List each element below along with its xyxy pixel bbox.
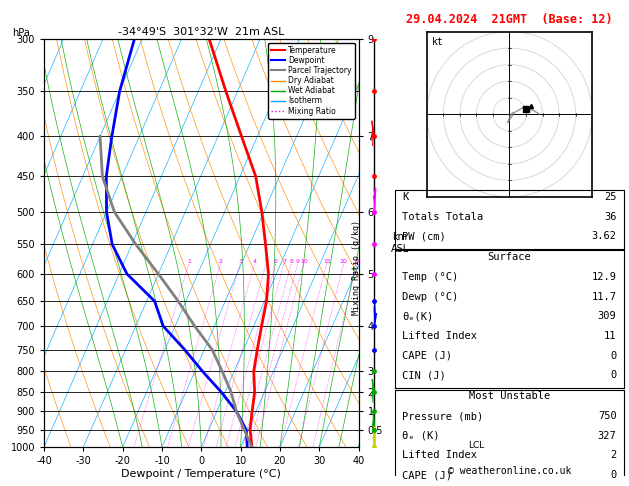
Title: -34°49'S  301°32'W  21m ASL: -34°49'S 301°32'W 21m ASL — [118, 27, 284, 37]
Text: Mixing Ratio (g/kg): Mixing Ratio (g/kg) — [352, 220, 362, 315]
Text: Pressure (mb): Pressure (mb) — [403, 411, 484, 421]
Text: 0: 0 — [610, 351, 616, 361]
Y-axis label: km
ASL: km ASL — [391, 232, 409, 254]
Text: 11: 11 — [604, 331, 616, 341]
Text: 25: 25 — [353, 259, 361, 264]
Text: 3: 3 — [238, 259, 243, 264]
Text: K: K — [403, 192, 409, 202]
Text: 25: 25 — [604, 192, 616, 202]
Text: 7: 7 — [282, 259, 286, 264]
Text: 20: 20 — [340, 259, 348, 264]
Text: Surface: Surface — [487, 252, 532, 262]
Text: 2: 2 — [610, 451, 616, 461]
Text: CIN (J): CIN (J) — [403, 370, 446, 381]
Text: 15: 15 — [323, 259, 331, 264]
Text: 3.62: 3.62 — [591, 231, 616, 241]
Text: 309: 309 — [598, 312, 616, 321]
Text: 750: 750 — [598, 411, 616, 421]
Text: 6: 6 — [274, 259, 278, 264]
Text: 12.9: 12.9 — [591, 272, 616, 282]
Text: 8: 8 — [289, 259, 294, 264]
Text: 29.04.2024  21GMT  (Base: 12): 29.04.2024 21GMT (Base: 12) — [406, 13, 613, 26]
Text: 0: 0 — [610, 470, 616, 480]
Text: 36: 36 — [604, 211, 616, 222]
Text: CAPE (J): CAPE (J) — [403, 470, 452, 480]
Text: 11.7: 11.7 — [591, 292, 616, 302]
Text: Lifted Index: Lifted Index — [403, 451, 477, 461]
Text: 9: 9 — [296, 259, 300, 264]
Text: Totals Totala: Totals Totala — [403, 211, 484, 222]
Text: hPa: hPa — [13, 28, 30, 38]
Text: Lifted Index: Lifted Index — [403, 331, 477, 341]
Text: 2: 2 — [219, 259, 223, 264]
Text: θₑ(K): θₑ(K) — [403, 312, 433, 321]
Text: © weatheronline.co.uk: © weatheronline.co.uk — [448, 466, 571, 476]
Text: PW (cm): PW (cm) — [403, 231, 446, 241]
Text: Temp (°C): Temp (°C) — [403, 272, 459, 282]
X-axis label: Dewpoint / Temperature (°C): Dewpoint / Temperature (°C) — [121, 469, 281, 479]
Text: θₑ (K): θₑ (K) — [403, 431, 440, 441]
Legend: Temperature, Dewpoint, Parcel Trajectory, Dry Adiabat, Wet Adiabat, Isotherm, Mi: Temperature, Dewpoint, Parcel Trajectory… — [269, 43, 355, 119]
Text: Dewp (°C): Dewp (°C) — [403, 292, 459, 302]
Text: kt: kt — [432, 37, 443, 47]
Text: 4: 4 — [253, 259, 257, 264]
Text: 1: 1 — [187, 259, 191, 264]
Text: LCL: LCL — [469, 441, 485, 450]
Text: 0: 0 — [610, 370, 616, 381]
Text: Most Unstable: Most Unstable — [469, 392, 550, 401]
Text: 327: 327 — [598, 431, 616, 441]
Text: CAPE (J): CAPE (J) — [403, 351, 452, 361]
Text: 5: 5 — [265, 259, 269, 264]
Text: 10: 10 — [300, 259, 308, 264]
